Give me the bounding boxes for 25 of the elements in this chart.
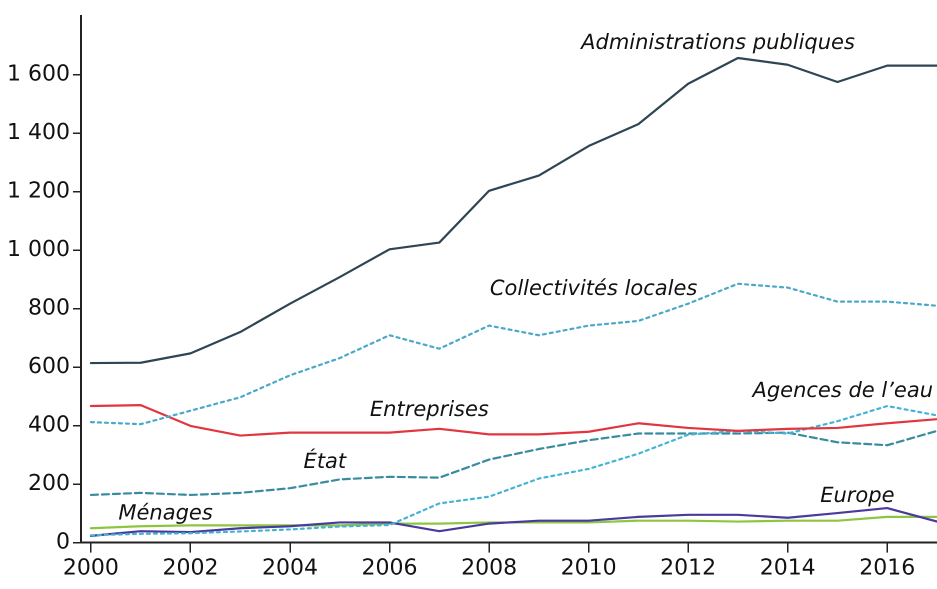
x-tick-label: 2006	[362, 556, 418, 581]
x-tick-label: 2012	[660, 556, 716, 581]
series-label: Europe	[820, 483, 895, 508]
x-tick-label: 2016	[859, 556, 916, 581]
y-tick-label: 800	[28, 295, 70, 320]
y-tick-label: 1 200	[6, 178, 70, 204]
x-tick-label: 2010	[560, 556, 617, 581]
series-label: État	[304, 448, 347, 473]
y-tick-label: 600	[28, 354, 70, 379]
series-label: Administrations publiques	[579, 30, 855, 54]
y-tick-label: 0	[56, 529, 70, 554]
y-tick-label: 400	[28, 412, 70, 438]
series-label: Collectivités locales	[490, 276, 698, 300]
y-tick-label: 200	[28, 470, 70, 496]
x-tick-label: 2002	[162, 556, 218, 581]
y-tick-label: 1 400	[6, 120, 70, 145]
x-tick-label: 2008	[461, 556, 518, 581]
x-tick-label: 2014	[760, 556, 816, 581]
y-tick-label: 1 000	[6, 236, 70, 262]
x-tick-label: 2004	[262, 556, 318, 581]
series-label: Entreprises	[370, 397, 489, 422]
y-tick-label: 1 600	[6, 61, 70, 86]
series-label: Agences de l’eau	[750, 378, 934, 402]
x-tick-label: 2000	[62, 556, 119, 581]
series-label: Ménages	[118, 500, 213, 524]
